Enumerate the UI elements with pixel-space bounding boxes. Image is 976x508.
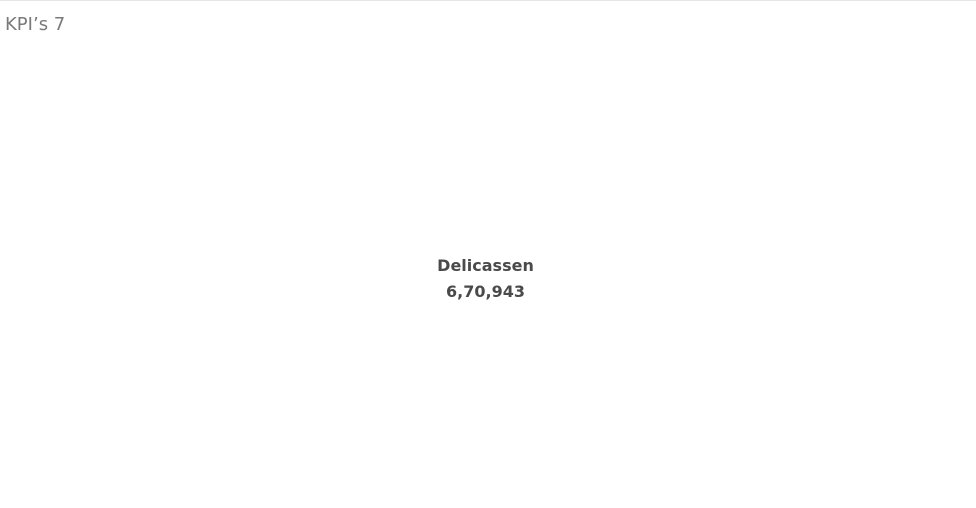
kpi-card: Delicassen 6,70,943 — [0, 253, 971, 305]
sheet-title: KPI’s 7 — [5, 14, 66, 35]
kpi-label: Delicassen — [437, 256, 534, 275]
kpi-value: 6,70,943 — [446, 282, 525, 301]
top-divider — [0, 0, 976, 1]
